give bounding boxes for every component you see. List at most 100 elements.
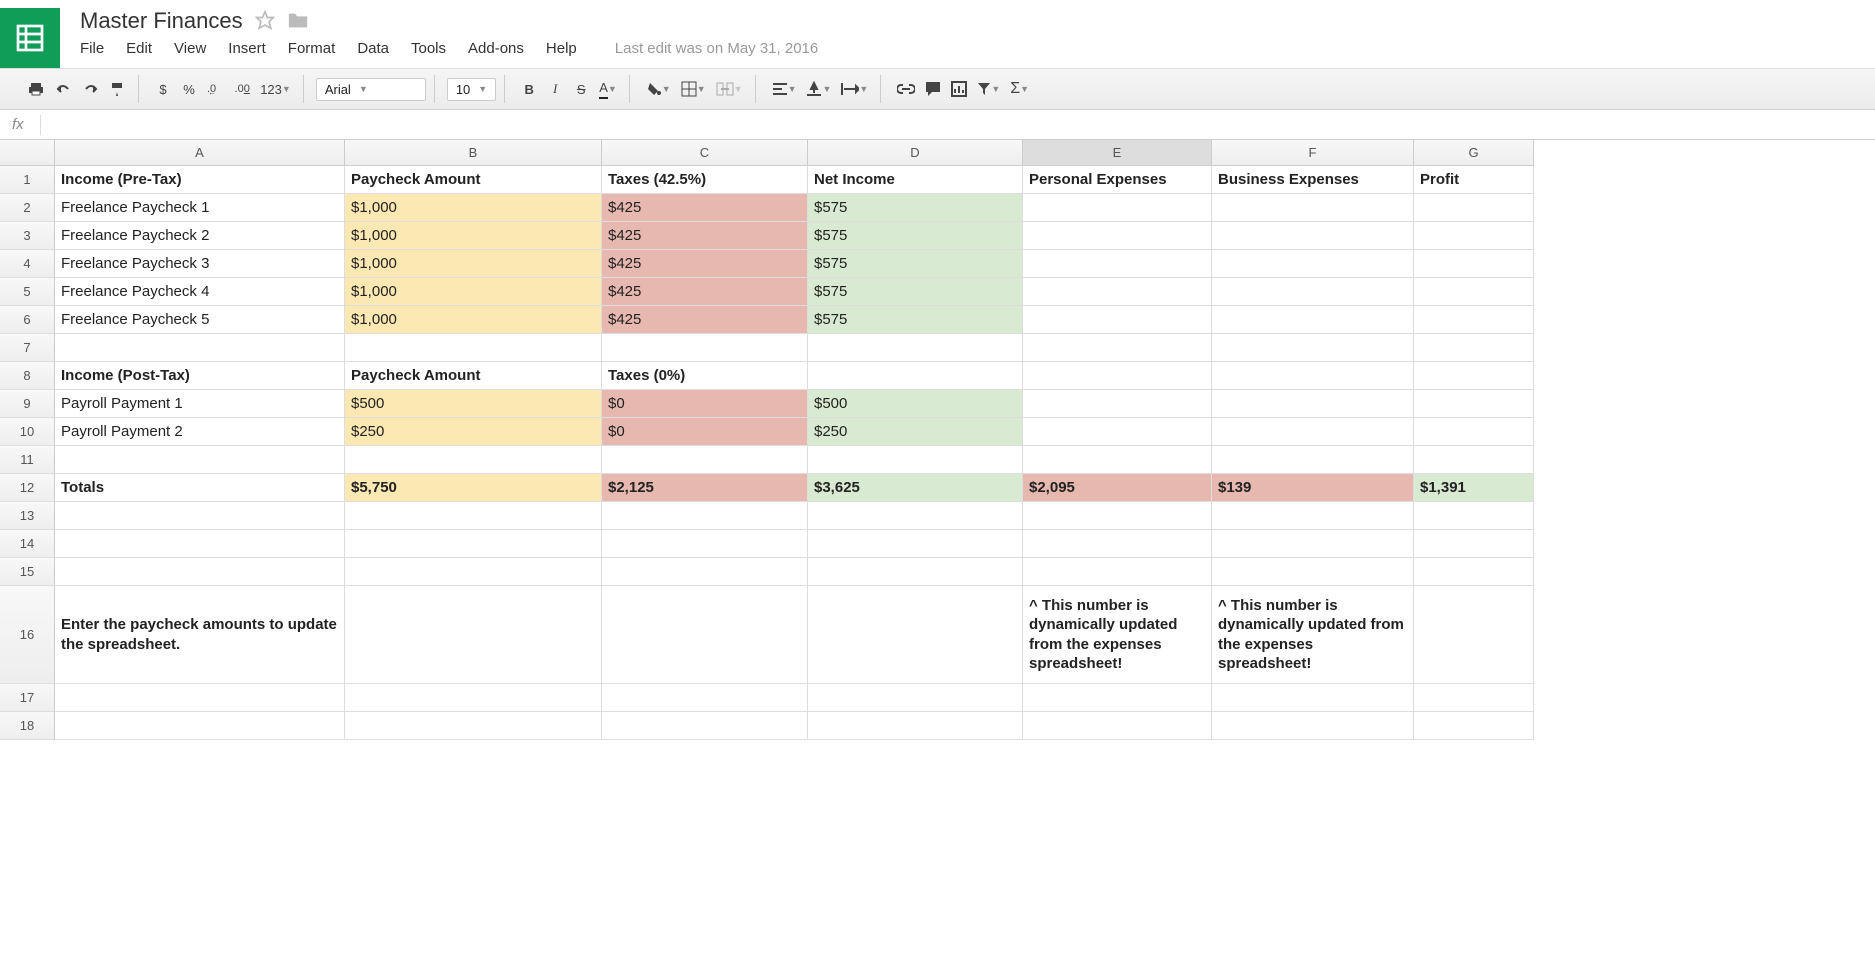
row-header-2[interactable]: 2	[0, 194, 55, 222]
column-header-G[interactable]: G	[1414, 140, 1534, 166]
column-header-C[interactable]: C	[602, 140, 808, 166]
row-header-12[interactable]: 12	[0, 474, 55, 502]
cell-F4[interactable]	[1212, 250, 1414, 278]
borders-button[interactable]: ▼	[677, 77, 710, 101]
cell-G7[interactable]	[1414, 334, 1534, 362]
cell-A18[interactable]	[55, 712, 345, 740]
select-all-corner[interactable]	[0, 140, 55, 166]
italic-button[interactable]: I	[543, 77, 567, 101]
print-icon[interactable]	[24, 77, 48, 101]
more-formats-button[interactable]: 123 ▼	[256, 77, 295, 101]
cell-D3[interactable]: $575	[808, 222, 1023, 250]
row-header-5[interactable]: 5	[0, 278, 55, 306]
cell-A10[interactable]: Payroll Payment 2	[55, 418, 345, 446]
cell-B9[interactable]: $500	[345, 390, 602, 418]
cell-F9[interactable]	[1212, 390, 1414, 418]
cell-F11[interactable]	[1212, 446, 1414, 474]
cell-A17[interactable]	[55, 684, 345, 712]
cell-B14[interactable]	[345, 530, 602, 558]
row-header-1[interactable]: 1	[0, 166, 55, 194]
cell-E7[interactable]	[1023, 334, 1212, 362]
cell-B17[interactable]	[345, 684, 602, 712]
cell-F17[interactable]	[1212, 684, 1414, 712]
cell-G16[interactable]	[1414, 586, 1534, 684]
cell-F15[interactable]	[1212, 558, 1414, 586]
row-header-10[interactable]: 10	[0, 418, 55, 446]
cell-G9[interactable]	[1414, 390, 1534, 418]
bold-button[interactable]: B	[517, 77, 541, 101]
cell-C12[interactable]: $2,125	[602, 474, 808, 502]
paint-format-icon[interactable]	[106, 77, 130, 101]
cell-C16[interactable]	[602, 586, 808, 684]
cell-A8[interactable]: Income (Post-Tax)	[55, 362, 345, 390]
cell-D11[interactable]	[808, 446, 1023, 474]
menu-insert[interactable]: Insert	[228, 40, 266, 57]
cell-D8[interactable]	[808, 362, 1023, 390]
undo-icon[interactable]	[50, 77, 76, 101]
cell-G11[interactable]	[1414, 446, 1534, 474]
row-header-4[interactable]: 4	[0, 250, 55, 278]
cell-B2[interactable]: $1,000	[345, 194, 602, 222]
cell-A16[interactable]: Enter the paycheck amounts to update the…	[55, 586, 345, 684]
cell-F3[interactable]	[1212, 222, 1414, 250]
cell-E14[interactable]	[1023, 530, 1212, 558]
insert-comment-button[interactable]	[921, 77, 945, 101]
cell-D13[interactable]	[808, 502, 1023, 530]
cell-A13[interactable]	[55, 502, 345, 530]
menu-format[interactable]: Format	[288, 40, 336, 57]
cell-C14[interactable]	[602, 530, 808, 558]
cell-G8[interactable]	[1414, 362, 1534, 390]
cell-F10[interactable]	[1212, 418, 1414, 446]
row-header-13[interactable]: 13	[0, 502, 55, 530]
cell-F18[interactable]	[1212, 712, 1414, 740]
cell-E15[interactable]	[1023, 558, 1212, 586]
text-color-button[interactable]: A ▼	[595, 77, 621, 101]
cell-E18[interactable]	[1023, 712, 1212, 740]
cell-G18[interactable]	[1414, 712, 1534, 740]
cell-D12[interactable]: $3,625	[808, 474, 1023, 502]
menu-add-ons[interactable]: Add-ons	[468, 40, 524, 57]
cell-C11[interactable]	[602, 446, 808, 474]
cell-E6[interactable]	[1023, 306, 1212, 334]
cell-D15[interactable]	[808, 558, 1023, 586]
vertical-align-button[interactable]: ▼	[802, 77, 835, 101]
cell-B6[interactable]: $1,000	[345, 306, 602, 334]
cell-E9[interactable]	[1023, 390, 1212, 418]
folder-icon[interactable]	[287, 10, 309, 33]
star-icon[interactable]	[255, 10, 275, 33]
column-header-B[interactable]: B	[345, 140, 602, 166]
cell-B15[interactable]	[345, 558, 602, 586]
cell-E1[interactable]: Personal Expenses	[1023, 166, 1212, 194]
cell-F6[interactable]	[1212, 306, 1414, 334]
font-size-select[interactable]: 10 ▼	[447, 78, 496, 101]
cell-C1[interactable]: Taxes (42.5%)	[602, 166, 808, 194]
cell-G4[interactable]	[1414, 250, 1534, 278]
row-header-16[interactable]: 16	[0, 586, 55, 684]
cell-C4[interactable]: $425	[602, 250, 808, 278]
cell-A5[interactable]: Freelance Paycheck 4	[55, 278, 345, 306]
cell-F1[interactable]: Business Expenses	[1212, 166, 1414, 194]
row-header-7[interactable]: 7	[0, 334, 55, 362]
cell-C15[interactable]	[602, 558, 808, 586]
strikethrough-button[interactable]: S	[569, 77, 593, 101]
cell-D17[interactable]	[808, 684, 1023, 712]
cell-F13[interactable]	[1212, 502, 1414, 530]
menu-data[interactable]: Data	[357, 40, 389, 57]
cell-G3[interactable]	[1414, 222, 1534, 250]
filter-button[interactable]: ▼	[973, 77, 1004, 101]
menu-view[interactable]: View	[174, 40, 206, 57]
functions-button[interactable]: Σ ▼	[1006, 77, 1033, 101]
cell-A12[interactable]: Totals	[55, 474, 345, 502]
cell-A1[interactable]: Income (Pre-Tax)	[55, 166, 345, 194]
cell-A9[interactable]: Payroll Payment 1	[55, 390, 345, 418]
cell-B18[interactable]	[345, 712, 602, 740]
cell-E11[interactable]	[1023, 446, 1212, 474]
format-percent-button[interactable]: %	[177, 77, 201, 101]
cell-B12[interactable]: $5,750	[345, 474, 602, 502]
menu-tools[interactable]: Tools	[411, 40, 446, 57]
cell-B4[interactable]: $1,000	[345, 250, 602, 278]
row-header-17[interactable]: 17	[0, 684, 55, 712]
cell-G17[interactable]	[1414, 684, 1534, 712]
cell-G10[interactable]	[1414, 418, 1534, 446]
cell-E17[interactable]	[1023, 684, 1212, 712]
